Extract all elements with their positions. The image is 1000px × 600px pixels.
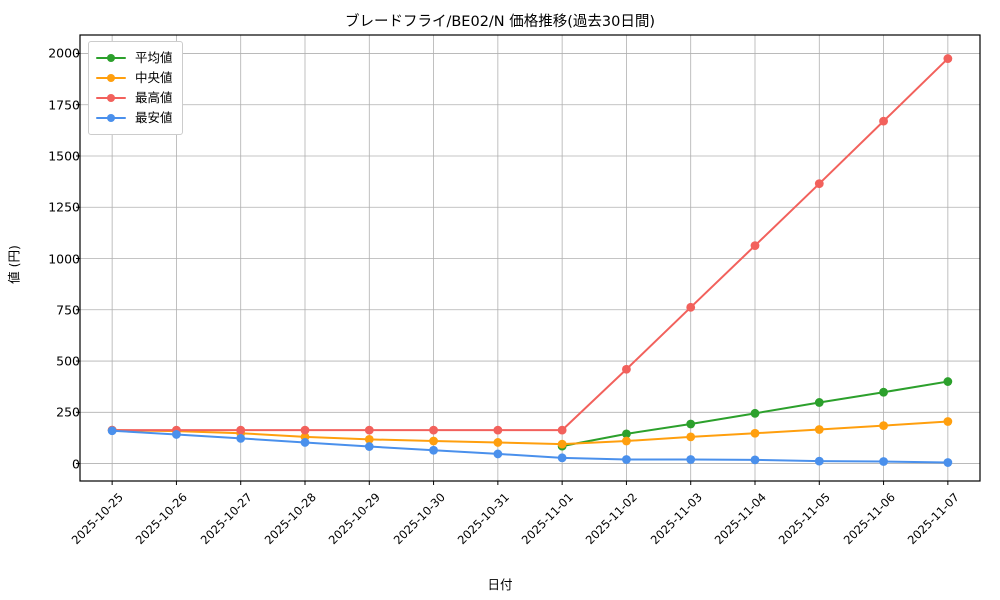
data-point xyxy=(814,179,824,189)
y-tick-label: 750 xyxy=(56,302,80,318)
legend-marker-icon xyxy=(96,52,126,64)
legend-label: 最高値 xyxy=(135,89,173,105)
data-point xyxy=(879,457,888,466)
series-line-2 xyxy=(111,57,949,432)
y-tick-label: 1750 xyxy=(48,97,80,113)
legend-marker-icon xyxy=(96,72,126,84)
data-point xyxy=(364,442,374,451)
series-line-1 xyxy=(111,420,949,446)
data-point xyxy=(493,438,503,447)
chart-legend: 平均値中央値最高値最安値 xyxy=(88,41,183,135)
data-point xyxy=(300,425,310,435)
data-point xyxy=(493,449,503,459)
data-point xyxy=(879,421,888,431)
data-point xyxy=(750,428,760,438)
data-point xyxy=(107,426,117,436)
legend-marker-icon xyxy=(96,92,126,104)
data-point xyxy=(429,425,438,435)
data-point xyxy=(879,387,888,397)
y-tick-label: 1000 xyxy=(48,251,80,266)
data-point xyxy=(814,398,824,407)
data-point xyxy=(236,433,246,443)
data-point xyxy=(622,429,631,439)
data-point xyxy=(429,445,438,455)
data-point xyxy=(172,430,181,439)
legend-item-2[interactable]: 最高値 xyxy=(96,88,173,108)
data-point xyxy=(429,436,438,446)
data-point xyxy=(686,432,696,442)
data-point xyxy=(943,377,953,386)
legend-marker-icon xyxy=(96,112,126,124)
data-point xyxy=(814,425,824,434)
y-tick-label: 1250 xyxy=(48,199,80,215)
legend-item-3[interactable]: 最安値 xyxy=(96,108,173,128)
data-point xyxy=(943,417,953,426)
y-tick-label: 500 xyxy=(56,353,80,369)
data-point xyxy=(943,54,953,63)
y-tick-label: 1500 xyxy=(48,148,80,164)
data-point xyxy=(493,425,503,435)
x-axis-label: 日付 xyxy=(487,577,513,592)
data-point xyxy=(879,116,888,126)
legend-label: 平均値 xyxy=(135,49,173,65)
data-point xyxy=(750,241,760,250)
data-point xyxy=(557,439,567,449)
data-point xyxy=(622,364,631,374)
data-point xyxy=(622,455,631,464)
data-point xyxy=(750,408,760,418)
data-point xyxy=(557,425,567,435)
data-point xyxy=(943,458,953,467)
data-point xyxy=(236,425,246,435)
data-point xyxy=(300,438,310,447)
data-point xyxy=(622,436,631,446)
chart-title: ブレードフライ/BE02/N 価格推移(過去30日間) xyxy=(344,14,656,30)
data-point xyxy=(364,425,374,435)
y-tick-label: 2000 xyxy=(48,45,80,61)
data-point xyxy=(686,302,696,312)
data-point xyxy=(686,455,696,464)
y-axis-tick-labels: 0 250 500 750 1000 1250 1500 1750 2000 xyxy=(18,0,80,600)
y-tick-label: 250 xyxy=(56,404,80,420)
legend-item-0[interactable]: 平均値 xyxy=(96,48,173,68)
data-point xyxy=(557,453,567,463)
data-point xyxy=(686,419,696,429)
legend-label: 中央値 xyxy=(135,69,173,85)
legend-item-1[interactable]: 中央値 xyxy=(96,68,173,88)
data-point xyxy=(814,456,824,466)
data-point xyxy=(750,455,760,465)
data-point xyxy=(364,434,374,444)
legend-label: 最安値 xyxy=(135,109,173,125)
series-line-3 xyxy=(111,429,949,464)
